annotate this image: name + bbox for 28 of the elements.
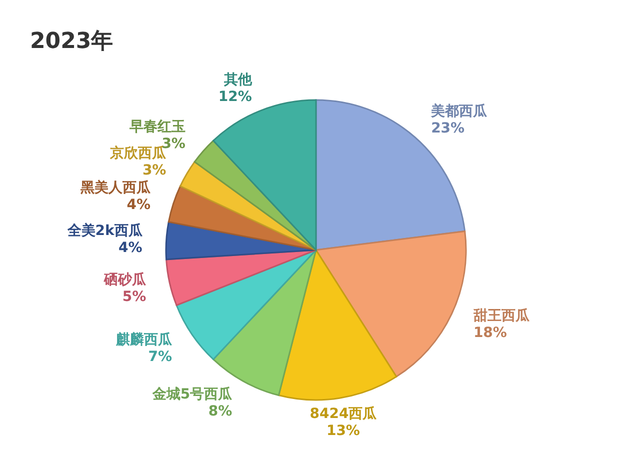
data-label: 4% [126, 197, 151, 214]
data-label: 18% [473, 325, 507, 342]
slice-label: 8424西瓜 [310, 404, 378, 422]
data-label: 8% [208, 403, 232, 420]
slice-label: 麒麟西瓜 [115, 330, 174, 348]
data-label: 13% [326, 422, 360, 439]
data-label: 23% [431, 120, 465, 136]
chart-title: 2023年 [30, 29, 114, 54]
slice-label: 全美2k西瓜 [66, 222, 144, 240]
data-label: 7% [148, 348, 172, 365]
slice-label: 其他 [222, 72, 253, 88]
pie-slice [165, 221, 317, 260]
pie-slice [315, 230, 467, 378]
data-label: 12% [218, 89, 252, 106]
pie-slice [180, 161, 317, 251]
pie-slice [166, 249, 317, 306]
slice-label: 硒砂瓜 [103, 270, 148, 288]
pie-slice [278, 249, 398, 401]
pie-slice [168, 185, 317, 251]
slice-label: 美都西瓜 [430, 102, 488, 120]
data-label: 5% [122, 288, 146, 305]
slice-label: 甜王西瓜 [472, 307, 530, 324]
data-label: 3% [142, 162, 166, 178]
slice-label: 早春红玉 [128, 118, 186, 135]
data-label: 4% [118, 240, 142, 256]
slice-label: 黑美人西瓜 [80, 179, 152, 196]
slice-label: 金城5号西瓜 [151, 385, 234, 402]
pie-slice [194, 140, 317, 251]
